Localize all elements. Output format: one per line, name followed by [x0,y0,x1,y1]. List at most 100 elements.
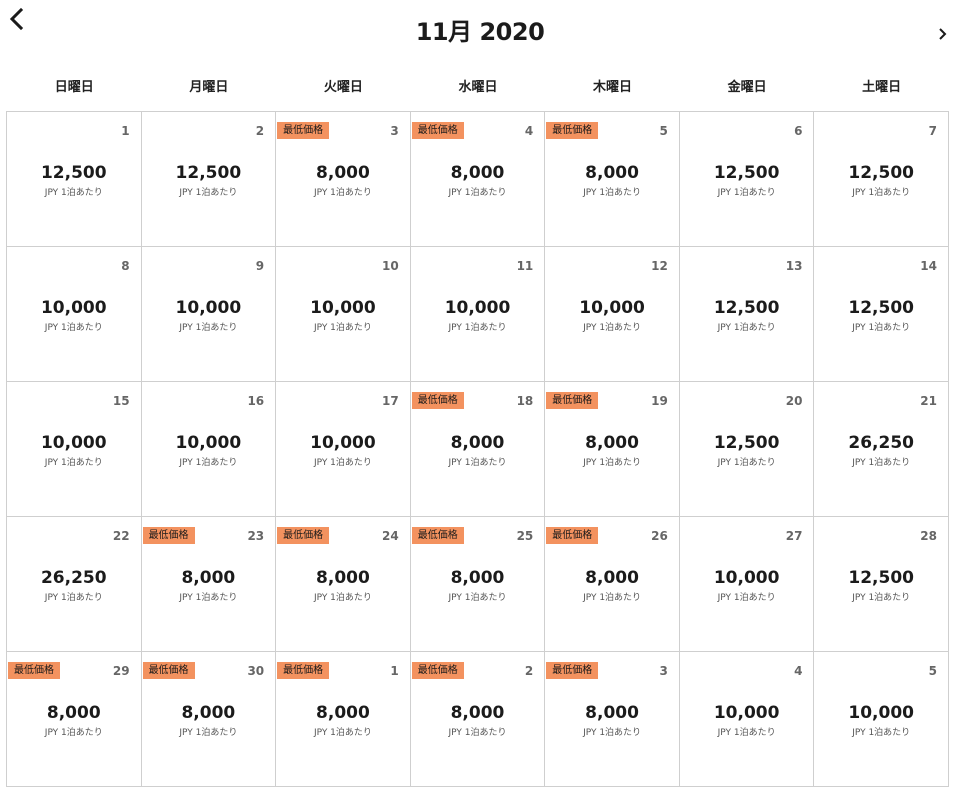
calendar-day-cell[interactable]: 27 10,000 JPY 1泊あたり [679,517,815,652]
price-unit-label: JPY 1泊あたり [179,458,238,468]
price-unit-label: JPY 1泊あたり [179,188,238,198]
nightly-price: 8,000 [46,703,101,723]
nightly-price: 26,250 [848,433,914,453]
day-number: 16 [247,394,265,408]
nightly-price: 12,500 [713,298,780,318]
weekday-sunday: 日曜日 [54,80,94,95]
lowest-price-badge: 最低価格 [142,662,195,679]
calendar-day-cell[interactable]: 最低価格 5 8,000 JPY 1泊あたり [545,112,680,247]
weekday-header: 日曜日 月曜日 火曜日 水曜日 木曜日 金曜日 土曜日 [7,78,949,98]
calendar-day-cell[interactable]: 2 12,500 JPY 1泊あたり [141,112,277,247]
day-number: 4 [524,124,534,138]
price-unit-label: JPY 1泊あたり [852,188,911,198]
day-number: 1 [390,664,399,678]
calendar-day-cell[interactable]: 4 10,000 JPY 1泊あたり [679,652,815,787]
calendar-day-cell[interactable]: 最低価格 26 8,000 JPY 1泊あたり [545,517,680,652]
price-unit-label: JPY 1泊あたり [583,323,642,333]
calendar-day-cell[interactable]: 9 10,000 JPY 1泊あたり [141,247,277,382]
nightly-price: 10,000 [848,703,914,723]
day-number: 15 [112,394,130,408]
price-unit-label: JPY 1泊あたり [313,593,372,603]
day-number: 14 [920,259,937,273]
calendar-day-cell[interactable]: 最低価格 29 8,000 JPY 1泊あたり [7,652,142,787]
price-unit-label: JPY 1泊あたり [448,323,507,333]
lowest-price-badge: 最低価格 [546,392,599,409]
calendar-day-cell[interactable]: 14 12,500 JPY 1泊あたり [814,247,949,382]
calendar-day-cell[interactable]: 1 12,500 JPY 1泊あたり [7,112,142,247]
calendar-day-cell[interactable]: 最低価格 23 8,000 JPY 1泊あたり [141,517,277,652]
day-number: 22 [112,529,130,543]
calendar-day-cell[interactable]: 5 10,000 JPY 1泊あたり [814,652,949,787]
day-number: 4 [794,664,803,678]
price-unit-label: JPY 1泊あたり [44,593,103,603]
lowest-price-badge: 最低価格 [546,527,599,544]
nightly-price: 12,500 [848,163,914,183]
nightly-price: 10,000 [713,568,780,588]
price-unit-label: JPY 1泊あたり [44,728,103,738]
price-unit-label: JPY 1泊あたり [313,188,372,198]
nightly-price: 26,250 [40,568,107,588]
day-number: 11 [516,259,534,273]
nightly-price: 10,000 [40,433,107,453]
lowest-price-badge: 最低価格 [277,527,330,544]
chevron-left-icon [9,7,24,31]
lowest-price-badge: 最低価格 [411,122,464,139]
nightly-price: 10,000 [444,298,511,318]
nightly-price: 8,000 [181,703,236,723]
calendar-day-cell[interactable]: 17 10,000 JPY 1泊あたり [276,382,411,517]
calendar-day-cell[interactable]: 最低価格 3 8,000 JPY 1泊あたり [545,652,680,787]
nightly-price: 8,000 [316,163,370,183]
lowest-price-badge: 最低価格 [142,527,195,544]
day-number: 6 [794,124,803,138]
price-unit-label: JPY 1泊あたり [583,458,642,468]
price-unit-label: JPY 1泊あたり [313,728,372,738]
day-number: 21 [920,394,937,408]
day-number: 5 [659,124,668,138]
nightly-price: 8,000 [585,433,639,453]
price-unit-label: JPY 1泊あたり [852,323,911,333]
next-month-button[interactable] [934,24,950,44]
calendar-day-cell[interactable]: 21 26,250 JPY 1泊あたり [814,382,949,517]
price-unit-label: JPY 1泊あたり [179,728,238,738]
calendar-day-cell[interactable]: 最低価格 25 8,000 JPY 1泊あたり [410,517,546,652]
price-unit-label: JPY 1泊あたり [448,593,507,603]
nightly-price: 10,000 [175,298,242,318]
calendar-day-cell[interactable]: 16 10,000 JPY 1泊あたり [141,382,277,517]
nightly-price: 12,500 [175,163,242,183]
nightly-price: 8,000 [316,568,370,588]
lowest-price-badge: 最低価格 [411,527,464,544]
calendar-day-cell[interactable]: 8 10,000 JPY 1泊あたり [7,247,142,382]
calendar-day-cell[interactable]: 28 12,500 JPY 1泊あたり [814,517,949,652]
calendar-day-cell[interactable]: 最低価格 1 8,000 JPY 1泊あたり [276,652,411,787]
calendar-day-cell[interactable]: 13 12,500 JPY 1泊あたり [679,247,815,382]
calendar-day-cell[interactable]: 最低価格 2 8,000 JPY 1泊あたり [410,652,546,787]
calendar-day-cell[interactable]: 最低価格 30 8,000 JPY 1泊あたり [141,652,277,787]
calendar-day-cell[interactable]: 11 10,000 JPY 1泊あたり [410,247,546,382]
day-number: 3 [659,664,668,678]
price-unit-label: JPY 1泊あたり [179,593,238,603]
weekday-tuesday: 火曜日 [323,80,363,95]
calendar-day-cell[interactable]: 7 12,500 JPY 1泊あたり [814,112,949,247]
calendar-day-cell[interactable]: 最低価格 19 8,000 JPY 1泊あたり [545,382,680,517]
calendar-day-cell[interactable]: 12 10,000 JPY 1泊あたり [545,247,680,382]
calendar-day-cell[interactable]: 20 12,500 JPY 1泊あたり [679,382,815,517]
calendar-day-cell[interactable]: 最低価格 3 8,000 JPY 1泊あたり [276,112,411,247]
nightly-price: 8,000 [585,703,639,723]
nightly-price: 10,000 [310,298,376,318]
calendar-day-cell[interactable]: 10 10,000 JPY 1泊あたり [276,247,411,382]
prev-month-button[interactable] [6,6,32,34]
calendar-day-cell[interactable]: 22 26,250 JPY 1泊あたり [7,517,142,652]
price-unit-label: JPY 1泊あたり [448,188,507,198]
calendar-day-cell[interactable]: 6 12,500 JPY 1泊あたり [679,112,815,247]
calendar-day-cell[interactable]: 最低価格 24 8,000 JPY 1泊あたり [276,517,411,652]
calendar-day-cell[interactable]: 最低価格 4 8,000 JPY 1泊あたり [410,112,546,247]
calendar-day-cell[interactable]: 15 10,000 JPY 1泊あたり [7,382,142,517]
lowest-price-badge: 最低価格 [411,392,464,409]
calendar-day-cell[interactable]: 最低価格 18 8,000 JPY 1泊あたり [410,382,546,517]
day-number: 2 [255,124,265,138]
day-number: 25 [516,529,534,543]
nightly-price: 8,000 [450,568,505,588]
price-unit-label: JPY 1泊あたり [44,188,103,198]
price-unit-label: JPY 1泊あたり [852,593,911,603]
price-unit-label: JPY 1泊あたり [44,458,103,468]
